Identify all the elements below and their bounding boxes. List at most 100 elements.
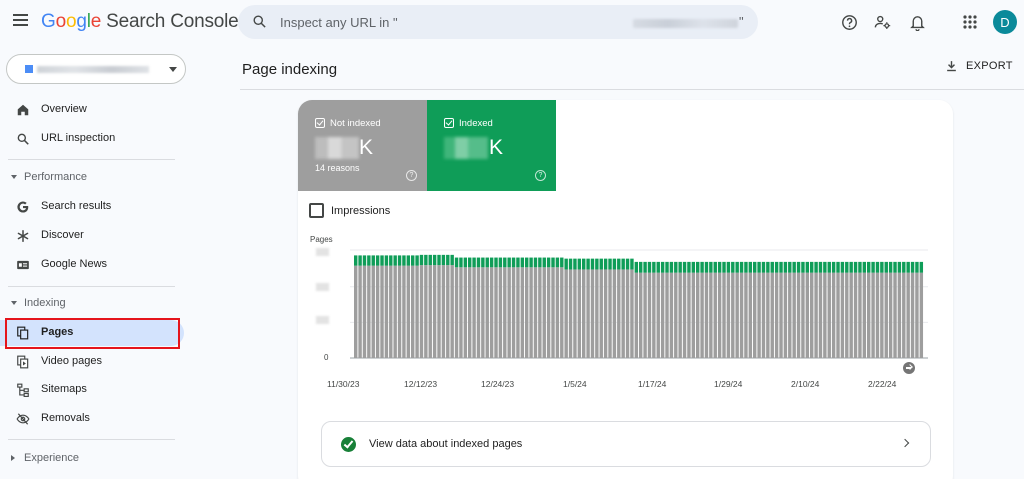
chart-bar-not-indexed[interactable] — [564, 269, 568, 358]
chart-bar-not-indexed[interactable] — [915, 272, 919, 358]
chart-bar-not-indexed[interactable] — [849, 272, 853, 358]
chart-bar-indexed[interactable] — [774, 261, 779, 273]
chart-bar-not-indexed[interactable] — [880, 272, 884, 358]
chart-bar-indexed[interactable] — [406, 255, 411, 266]
chart-bar-not-indexed[interactable] — [590, 269, 595, 358]
chart-bar-indexed[interactable] — [643, 261, 647, 273]
chart-bar-indexed[interactable] — [498, 257, 503, 268]
chart-bar-not-indexed[interactable] — [516, 267, 520, 358]
chart-bar-indexed[interactable] — [682, 261, 687, 273]
chart-bar-not-indexed[interactable] — [608, 269, 612, 358]
chart-bar-not-indexed[interactable] — [788, 272, 792, 358]
chart-bar-indexed[interactable] — [354, 255, 358, 266]
chart-bar-indexed[interactable] — [669, 261, 674, 273]
export-button[interactable]: EXPORT — [945, 59, 1013, 73]
chart-bar-not-indexed[interactable] — [634, 272, 639, 358]
sidebar-section-indexing[interactable]: Indexing — [0, 294, 184, 314]
chart-bar-indexed[interactable] — [384, 255, 389, 266]
chart-bar-not-indexed[interactable] — [704, 272, 709, 358]
chart-bar-indexed[interactable] — [709, 261, 713, 273]
chart-bar-indexed[interactable] — [836, 261, 840, 273]
chart-bar-not-indexed[interactable] — [354, 265, 358, 358]
chart-bar-indexed[interactable] — [538, 257, 542, 268]
chart-bar-indexed[interactable] — [625, 258, 630, 270]
chart-bar-not-indexed[interactable] — [761, 272, 766, 358]
chart-bar-indexed[interactable] — [551, 257, 555, 268]
chart-bar-not-indexed[interactable] — [770, 272, 774, 358]
sidebar-item-removals[interactable]: Removals — [0, 406, 184, 432]
chart-bar-not-indexed[interactable] — [858, 272, 862, 358]
chart-bar-not-indexed[interactable] — [463, 267, 468, 358]
chart-bar-not-indexed[interactable] — [696, 272, 700, 358]
chart-bar-indexed[interactable] — [875, 261, 880, 273]
chart-bar-indexed[interactable] — [617, 258, 621, 270]
chart-bar-indexed[interactable] — [665, 261, 669, 273]
chart-bar-indexed[interactable] — [546, 257, 551, 268]
chart-bar-not-indexed[interactable] — [454, 267, 459, 358]
chart-bar-indexed[interactable] — [375, 255, 380, 266]
chart-bar-not-indexed[interactable] — [432, 265, 437, 358]
chart-bar-not-indexed[interactable] — [476, 267, 481, 358]
chart-bar-not-indexed[interactable] — [801, 272, 805, 358]
chart-bar-indexed[interactable] — [634, 261, 639, 273]
chart-bar-indexed[interactable] — [603, 258, 608, 270]
chart-bar-indexed[interactable] — [411, 255, 415, 266]
chart-bar-not-indexed[interactable] — [674, 272, 678, 358]
chart-bar-not-indexed[interactable] — [897, 272, 902, 358]
chart-bar-not-indexed[interactable] — [586, 269, 590, 358]
chart-bar-indexed[interactable] — [827, 261, 831, 273]
chart-bar-not-indexed[interactable] — [489, 267, 494, 358]
chart-bar-indexed[interactable] — [450, 254, 454, 266]
chart-bar-not-indexed[interactable] — [639, 272, 643, 358]
chart-bar-not-indexed[interactable] — [779, 272, 783, 358]
chart-bar-not-indexed[interactable] — [621, 269, 625, 358]
chart-bar-not-indexed[interactable] — [735, 272, 739, 358]
chart-bar-not-indexed[interactable] — [871, 272, 875, 358]
chart-bar-indexed[interactable] — [468, 257, 472, 268]
chart-bar-not-indexed[interactable] — [511, 267, 516, 358]
help-icon[interactable]: ? — [406, 170, 417, 181]
chart-bar-indexed[interactable] — [704, 261, 709, 273]
chart-bar-indexed[interactable] — [489, 257, 494, 268]
chart-bar-not-indexed[interactable] — [796, 272, 801, 358]
chart-bar-indexed[interactable] — [397, 255, 402, 266]
chart-bar-not-indexed[interactable] — [893, 272, 897, 358]
chart-bar-not-indexed[interactable] — [542, 267, 546, 358]
chart-bar-indexed[interactable] — [717, 261, 722, 273]
sidebar-section-performance[interactable]: Performance — [0, 168, 184, 188]
chart-bar-indexed[interactable] — [910, 261, 915, 273]
chart-next-arrow-icon[interactable] — [903, 362, 915, 374]
sidebar-item-url-inspection[interactable]: URL inspection — [0, 126, 184, 152]
chart-bar-indexed[interactable] — [700, 261, 704, 273]
chart-bar-not-indexed[interactable] — [612, 269, 617, 358]
chart-bar-indexed[interactable] — [568, 258, 573, 270]
chart-bar-indexed[interactable] — [731, 261, 735, 273]
chart-bar-not-indexed[interactable] — [713, 272, 717, 358]
chart-bar-indexed[interactable] — [902, 261, 906, 273]
chart-bar-not-indexed[interactable] — [731, 272, 735, 358]
chart-bar-not-indexed[interactable] — [603, 269, 608, 358]
chart-bar-indexed[interactable] — [652, 261, 656, 273]
chart-bar-indexed[interactable] — [525, 257, 529, 268]
chart-bar-not-indexed[interactable] — [494, 267, 498, 358]
chart-bar-indexed[interactable] — [805, 261, 810, 273]
sidebar-item-sitemaps[interactable]: Sitemaps — [0, 377, 184, 403]
chart-bar-not-indexed[interactable] — [647, 272, 652, 358]
chart-bar-not-indexed[interactable] — [393, 265, 397, 358]
chart-bar-not-indexed[interactable] — [665, 272, 669, 358]
chart-bar-indexed[interactable] — [915, 261, 919, 273]
chart-bar-indexed[interactable] — [853, 261, 858, 273]
chart-bar-indexed[interactable] — [533, 257, 538, 268]
chart-bar-indexed[interactable] — [380, 255, 384, 266]
chart-bar-indexed[interactable] — [402, 255, 406, 266]
sidebar-item-search-results[interactable]: Search results — [0, 194, 184, 220]
chart-bar-not-indexed[interactable] — [625, 269, 630, 358]
chart-bar-not-indexed[interactable] — [660, 272, 665, 358]
chart-bar-not-indexed[interactable] — [468, 267, 472, 358]
chart-bar-not-indexed[interactable] — [533, 267, 538, 358]
chart-bar-not-indexed[interactable] — [358, 265, 362, 358]
chart-bar-not-indexed[interactable] — [831, 272, 836, 358]
chart-bar-not-indexed[interactable] — [472, 267, 476, 358]
chart-bar-indexed[interactable] — [897, 261, 902, 273]
chart-bar-indexed[interactable] — [713, 261, 717, 273]
